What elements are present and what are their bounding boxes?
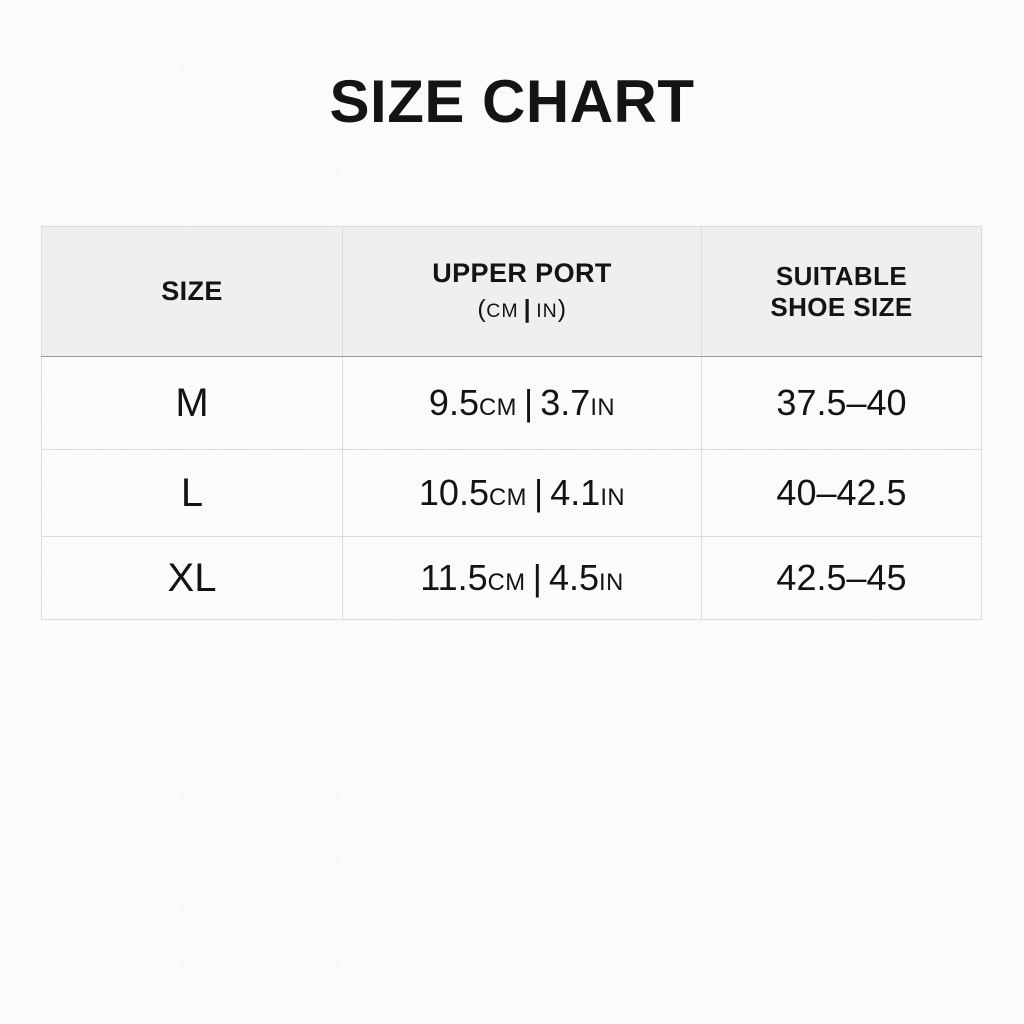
table-row: L 10.5CM | 4.1IN 40–42.5 xyxy=(41,449,982,537)
upper-cm-value: 10.5 xyxy=(418,472,489,513)
column-header-upper-port-units: (CM | IN) xyxy=(343,294,701,325)
table-header-row: SIZE UPPER PORT (CM | IN) SUITABLE SHOE SI… xyxy=(41,226,982,357)
column-header-upper-port-label: UPPER PORT xyxy=(432,257,612,288)
cell-upper-port: 11.5CM | 4.5IN xyxy=(342,536,702,620)
cell-upper-port: 9.5CM | 3.7IN xyxy=(342,356,702,450)
upper-cm-unit: CM xyxy=(478,394,517,421)
upper-in-value: 4.1 xyxy=(550,472,601,513)
column-header-size-label: SIZE xyxy=(161,275,223,306)
upper-separator: | xyxy=(533,472,544,513)
column-header-shoe-line2: SHOE SIZE xyxy=(770,291,913,322)
upper-cm-value: 9.5 xyxy=(428,382,479,423)
upper-separator: | xyxy=(523,382,534,423)
unit-paren-close: ) xyxy=(557,294,567,323)
upper-in-unit: IN xyxy=(599,569,624,596)
column-header-upper-port: UPPER PORT (CM | IN) xyxy=(342,226,702,357)
cell-size: M xyxy=(41,356,343,450)
unit-separator: | xyxy=(523,294,532,323)
table-row: M 9.5CM | 3.7IN 37.5–40 xyxy=(41,356,982,450)
upper-cm-unit: CM xyxy=(488,484,527,511)
size-chart-table: SIZE UPPER PORT (CM | IN) SUITABLE SHOE SI… xyxy=(41,226,982,620)
upper-in-value: 3.7 xyxy=(540,382,591,423)
page-title: SIZE CHART xyxy=(329,68,695,135)
upper-cm-value: 11.5 xyxy=(420,557,488,598)
table-body: M 9.5CM | 3.7IN 37.5–40 L 10.5CM | 4.1IN 40–… xyxy=(41,356,982,620)
unit-paren-open: ( xyxy=(477,294,487,323)
table-header: SIZE UPPER PORT (CM | IN) SUITABLE SHOE SI… xyxy=(41,226,982,357)
upper-cm-unit: CM xyxy=(487,569,526,596)
cell-upper-port: 10.5CM | 4.1IN xyxy=(342,449,702,537)
unit-cm: CM xyxy=(486,299,519,322)
cell-size: L xyxy=(41,449,343,537)
cell-shoe-size: 40–42.5 xyxy=(701,449,982,537)
cell-shoe-size: 37.5–40 xyxy=(701,356,982,450)
column-header-size: SIZE xyxy=(41,226,343,357)
column-header-shoe-line1: SUITABLE xyxy=(775,260,908,291)
upper-in-unit: IN xyxy=(590,394,616,421)
upper-separator: | xyxy=(532,557,542,598)
upper-in-value: 4.5 xyxy=(548,557,599,598)
cell-shoe-size: 42.5–45 xyxy=(701,536,982,620)
cell-size: XL xyxy=(41,536,343,620)
upper-in-unit: IN xyxy=(600,484,626,511)
unit-in: IN xyxy=(536,299,558,322)
column-header-suitable-shoe-size: SUITABLE SHOE SIZE xyxy=(701,226,982,357)
table-row: XL 11.5CM | 4.5IN 42.5–45 xyxy=(41,536,982,620)
